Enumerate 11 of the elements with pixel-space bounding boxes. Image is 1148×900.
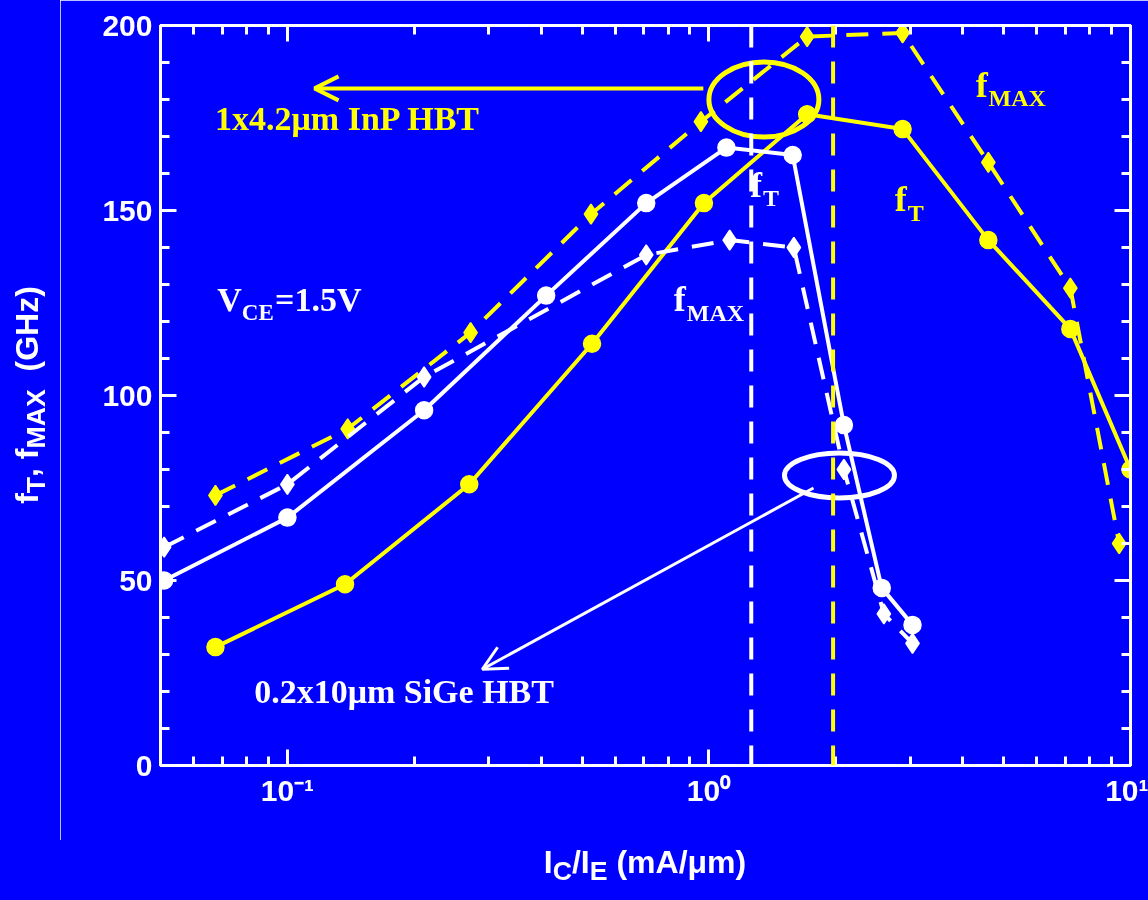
x-tick-label: 10⁻¹ xyxy=(260,773,315,807)
y-tick-label: 0 xyxy=(135,748,153,782)
annotation: 0.2x10μm SiGe HBT xyxy=(254,673,555,710)
x-axis-title: I$_{C}$/I$_{E}$ (mA/μm) xyxy=(542,843,748,889)
y-tick-label: 100 xyxy=(102,378,153,412)
x-tick-label: 10⁰ xyxy=(686,773,732,807)
y-tick-label: 200 xyxy=(102,8,153,42)
y-tick-label: 150 xyxy=(102,193,153,227)
x-tick-label: 10¹ xyxy=(1105,773,1148,807)
y-tick-label: 50 xyxy=(119,563,153,597)
annotation: 1x4.2μm InP HBT xyxy=(215,99,480,137)
